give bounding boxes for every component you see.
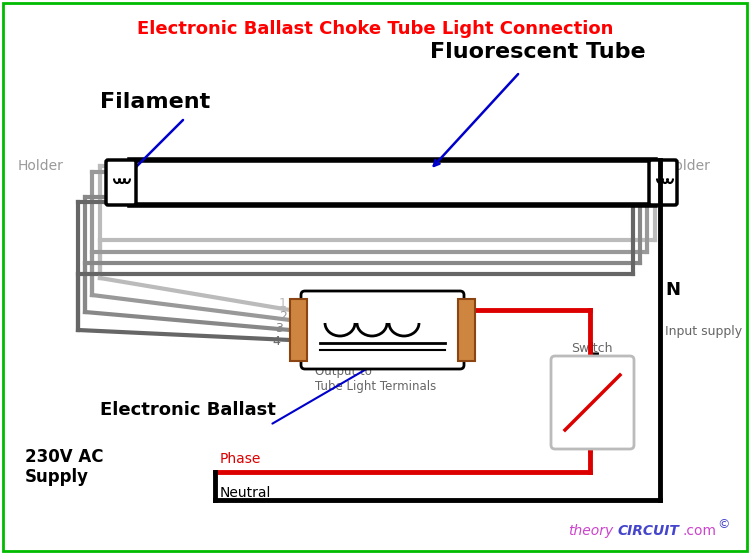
Bar (458, 299, 475, 361)
FancyBboxPatch shape (301, 291, 464, 369)
Text: Switch: Switch (572, 342, 613, 355)
FancyBboxPatch shape (106, 160, 136, 205)
Bar (130, 160, 655, 205)
FancyBboxPatch shape (649, 160, 677, 205)
Text: Filament: Filament (100, 92, 210, 112)
Text: ©: © (717, 518, 730, 531)
Text: Fluorescent Tube: Fluorescent Tube (430, 42, 646, 62)
Text: 1: 1 (279, 297, 287, 310)
Text: Holder: Holder (665, 159, 711, 173)
Text: Phase: Phase (220, 452, 261, 466)
Text: Holder: Holder (18, 159, 64, 173)
Text: CIRCUIT: CIRCUIT (617, 524, 679, 538)
Bar (290, 299, 307, 361)
Text: N: N (665, 281, 680, 299)
Text: Electronic Ballast: Electronic Ballast (100, 401, 276, 419)
Text: 3: 3 (275, 322, 283, 335)
Text: 230V AC: 230V AC (25, 448, 104, 466)
FancyBboxPatch shape (551, 356, 634, 449)
Text: Electronic Ballast Choke Tube Light Connection: Electronic Ballast Choke Tube Light Conn… (136, 20, 614, 38)
Text: 4: 4 (272, 335, 280, 348)
Text: Supply: Supply (25, 468, 89, 486)
Text: .com: .com (682, 524, 716, 538)
Text: Output to: Output to (315, 365, 372, 378)
Text: Neutral: Neutral (220, 486, 272, 500)
Text: Input supply: Input supply (665, 325, 742, 338)
Text: L: L (587, 341, 598, 359)
Text: 2: 2 (279, 310, 287, 323)
Text: theory: theory (568, 524, 614, 538)
Text: Tube Light Terminals: Tube Light Terminals (315, 380, 436, 393)
